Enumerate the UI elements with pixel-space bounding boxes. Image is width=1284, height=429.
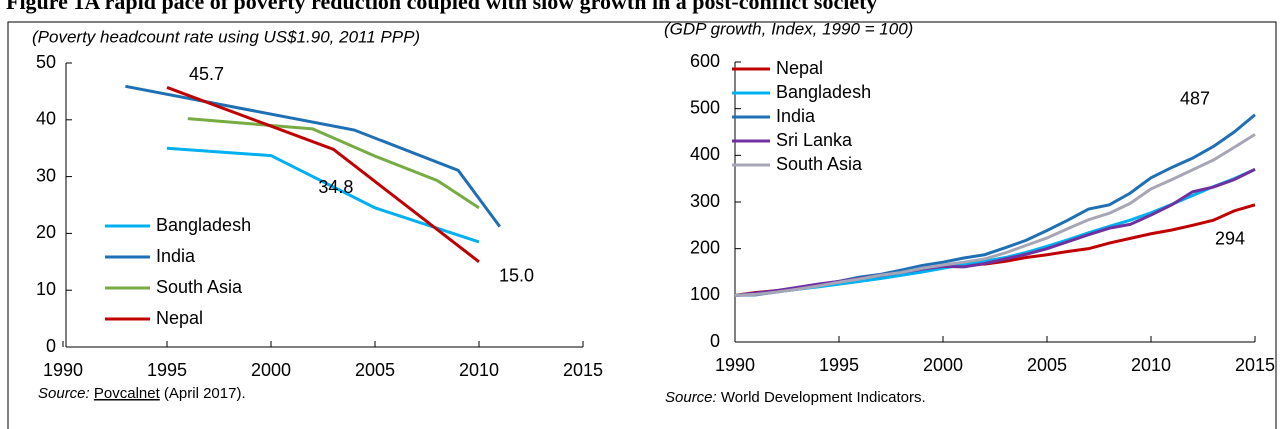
series-line bbox=[125, 84, 502, 228]
source-note: Source: Povcalnet (April 2017). bbox=[38, 385, 246, 402]
x-tick-label: 2010 bbox=[459, 360, 499, 380]
data-label: 34.8 bbox=[318, 177, 353, 197]
legend-label: South Asia bbox=[776, 154, 863, 174]
source-note: Source: World Development Indicators. bbox=[665, 389, 926, 406]
source-link: Povcalnet bbox=[94, 385, 161, 402]
series-line bbox=[734, 167, 1256, 297]
y-tick-label: 0 bbox=[46, 336, 56, 356]
y-tick-label: 600 bbox=[690, 51, 720, 71]
panel-border bbox=[7, 21, 1277, 429]
y-tick-label: 200 bbox=[690, 237, 720, 257]
x-tick-label: 2005 bbox=[355, 360, 395, 380]
y-tick-label: 30 bbox=[36, 165, 56, 185]
x-tick-label: 2000 bbox=[923, 355, 963, 375]
legend-label: South Asia bbox=[156, 277, 243, 297]
legend-label: Bangladesh bbox=[156, 215, 251, 235]
series-line bbox=[166, 86, 480, 263]
x-tick-label: 2005 bbox=[1027, 355, 1067, 375]
data-label: 487 bbox=[1180, 88, 1210, 108]
data-label: 45.7 bbox=[189, 64, 224, 84]
y-tick-label: 20 bbox=[36, 222, 56, 242]
data-label: 15.0 bbox=[499, 266, 534, 286]
y-tick-label: 300 bbox=[690, 191, 720, 211]
figure-title: Figure 1A rapid pace of poverty reductio… bbox=[6, 0, 877, 14]
x-tick-label: 1990 bbox=[43, 360, 83, 380]
legend-label: Nepal bbox=[776, 58, 823, 78]
x-tick-label: 2015 bbox=[563, 360, 603, 380]
series-line bbox=[166, 146, 480, 244]
x-tick-label: 1995 bbox=[819, 355, 859, 375]
data-label: 294 bbox=[1215, 229, 1245, 249]
x-tick-label: 2010 bbox=[1131, 355, 1171, 375]
y-tick-label: 400 bbox=[690, 144, 720, 164]
x-tick-label: 2000 bbox=[251, 360, 291, 380]
y-tick-label: 100 bbox=[690, 284, 720, 304]
legend-label: Sri Lanka bbox=[776, 130, 853, 150]
series-line bbox=[734, 133, 1256, 297]
y-tick-label: 40 bbox=[36, 109, 56, 129]
source-text: World Development Indicators. bbox=[721, 389, 926, 406]
series-line bbox=[734, 167, 1256, 297]
y-tick-label: 50 bbox=[36, 52, 56, 72]
chart-subtitle: (GDP growth, Index, 1990 = 100) bbox=[664, 19, 913, 38]
legend-label: India bbox=[776, 106, 816, 126]
source-label: Source: bbox=[38, 385, 90, 402]
x-tick-label: 1995 bbox=[147, 360, 187, 380]
x-tick-label: 2015 bbox=[1235, 355, 1275, 375]
y-tick-label: 0 bbox=[710, 331, 720, 351]
chart-subtitle: (Poverty headcount rate using US$1.90, 2… bbox=[32, 27, 420, 46]
source-text: (April 2017). bbox=[164, 385, 246, 402]
legend-label: Bangladesh bbox=[776, 82, 871, 102]
x-tick-label: 1990 bbox=[715, 355, 755, 375]
source-label: Source: bbox=[665, 389, 717, 406]
legend-label: Nepal bbox=[156, 308, 203, 328]
y-tick-label: 10 bbox=[36, 279, 56, 299]
y-tick-label: 500 bbox=[690, 97, 720, 117]
legend-label: India bbox=[156, 246, 196, 266]
